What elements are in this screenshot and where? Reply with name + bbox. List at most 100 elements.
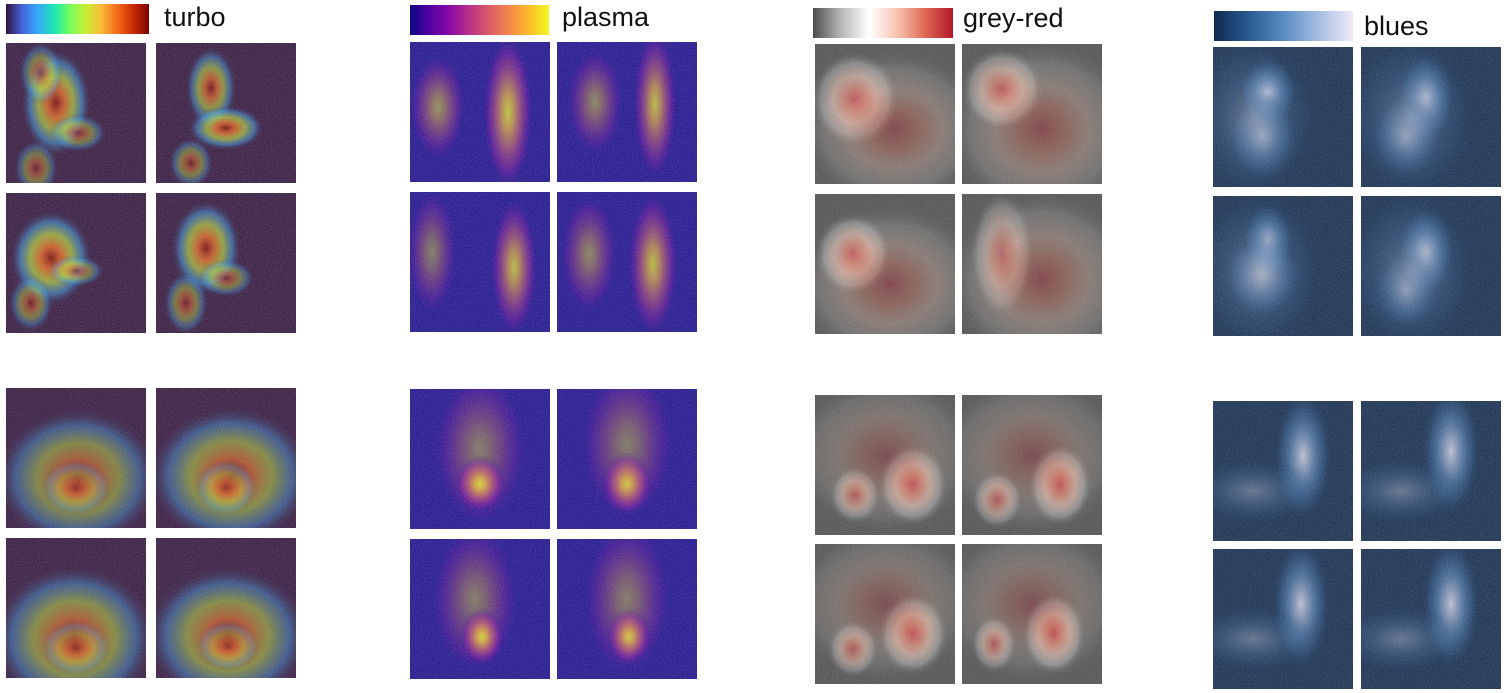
turbo-colorbar: [6, 4, 149, 34]
noise-texture: [557, 539, 697, 679]
blues-heatmap-panel-bot-1: [1213, 401, 1353, 541]
grey-red-heatmap-panel-top-1: [815, 44, 955, 184]
noise-texture: [962, 194, 1102, 334]
noise-texture: [815, 544, 955, 684]
heatmap-image: [815, 44, 955, 184]
noise-texture: [6, 193, 146, 333]
heatmap-image: [962, 194, 1102, 334]
turbo-label: turbo: [164, 2, 226, 32]
turbo-heatmap-panel-top-3: [6, 193, 146, 333]
turbo-heatmap-panel-bot-4: [156, 538, 296, 678]
plasma-heatmap-panel-bot-3: [410, 539, 550, 679]
plasma-heatmap-panel-top-4: [557, 192, 697, 332]
plasma-label: plasma: [562, 2, 650, 32]
turbo-heatmap-panel-top-1: [6, 43, 146, 183]
turbo-heatmap-panel-bot-1: [6, 388, 146, 528]
heatmap-image: [815, 544, 955, 684]
noise-texture: [1361, 401, 1501, 541]
heatmap-image: [962, 44, 1102, 184]
noise-texture: [557, 42, 697, 182]
grey-red-label: grey-red: [963, 3, 1064, 33]
heatmap-image: [156, 538, 296, 678]
turbo-heatmap-panel-bot-2: [156, 388, 296, 528]
noise-texture: [156, 43, 296, 183]
noise-texture: [6, 538, 146, 678]
heatmap-image: [962, 544, 1102, 684]
heatmap-image: [410, 192, 550, 332]
turbo-heatmap-panel-top-2: [156, 43, 296, 183]
heatmap-image: [557, 192, 697, 332]
blues-heatmap-panel-top-1: [1213, 47, 1353, 187]
noise-texture: [410, 42, 550, 182]
turbo-heatmap-panel-top-4: [156, 193, 296, 333]
noise-texture: [815, 44, 955, 184]
heatmap-image: [962, 395, 1102, 535]
heatmap-image: [1213, 47, 1353, 187]
noise-texture: [815, 194, 955, 334]
blues-heatmap-panel-bot-4: [1361, 549, 1501, 689]
heatmap-image: [6, 193, 146, 333]
plasma-heatmap-panel-top-2: [557, 42, 697, 182]
noise-texture: [1213, 549, 1353, 689]
noise-texture: [410, 539, 550, 679]
grey-red-heatmap-panel-top-2: [962, 44, 1102, 184]
blues-heatmap-panel-bot-2: [1361, 401, 1501, 541]
turbo-heatmap-panel-bot-3: [6, 538, 146, 678]
heatmap-image: [557, 539, 697, 679]
noise-texture: [1213, 196, 1353, 336]
grey-red-heatmap-panel-top-3: [815, 194, 955, 334]
blues-colorbar: [1214, 11, 1353, 41]
heatmap-image: [1361, 196, 1501, 336]
noise-texture: [156, 538, 296, 678]
noise-texture: [1213, 47, 1353, 187]
grey-red-heatmap-panel-top-4: [962, 194, 1102, 334]
heatmap-image: [6, 43, 146, 183]
heatmap-image: [557, 389, 697, 529]
noise-texture: [815, 395, 955, 535]
heatmap-image: [410, 539, 550, 679]
grey-red-heatmap-panel-bot-4: [962, 544, 1102, 684]
noise-texture: [6, 388, 146, 528]
heatmap-image: [557, 42, 697, 182]
noise-texture: [557, 389, 697, 529]
grey-red-heatmap-panel-bot-2: [962, 395, 1102, 535]
noise-texture: [557, 192, 697, 332]
noise-texture: [410, 192, 550, 332]
heatmap-image: [1361, 47, 1501, 187]
plasma-heatmap-panel-bot-2: [557, 389, 697, 529]
heatmap-image: [156, 193, 296, 333]
blues-heatmap-panel-top-3: [1213, 196, 1353, 336]
blues-heatmap-panel-top-4: [1361, 196, 1501, 336]
plasma-heatmap-panel-bot-1: [410, 389, 550, 529]
heatmap-image: [410, 42, 550, 182]
noise-texture: [1361, 196, 1501, 336]
blues-heatmap-panel-top-2: [1361, 47, 1501, 187]
noise-texture: [6, 43, 146, 183]
heatmap-image: [156, 43, 296, 183]
heatmap-image: [6, 388, 146, 528]
noise-texture: [156, 193, 296, 333]
blues-heatmap-panel-bot-3: [1213, 549, 1353, 689]
blues-label: blues: [1364, 11, 1429, 41]
heatmap-image: [6, 538, 146, 678]
heatmap-image: [1213, 401, 1353, 541]
heatmap-image: [815, 194, 955, 334]
heatmap-image: [1213, 196, 1353, 336]
grey-red-heatmap-panel-bot-3: [815, 544, 955, 684]
noise-texture: [410, 389, 550, 529]
grey-red-heatmap-panel-bot-1: [815, 395, 955, 535]
heatmap-image: [1213, 549, 1353, 689]
noise-texture: [962, 544, 1102, 684]
noise-texture: [1213, 401, 1353, 541]
noise-texture: [156, 388, 296, 528]
heatmap-image: [1361, 401, 1501, 541]
plasma-colorbar: [410, 5, 549, 35]
plasma-heatmap-panel-bot-4: [557, 539, 697, 679]
grey-red-colorbar: [813, 8, 953, 38]
heatmap-image: [1361, 549, 1501, 689]
noise-texture: [962, 44, 1102, 184]
noise-texture: [1361, 47, 1501, 187]
plasma-heatmap-panel-top-3: [410, 192, 550, 332]
noise-texture: [962, 395, 1102, 535]
heatmap-image: [410, 389, 550, 529]
